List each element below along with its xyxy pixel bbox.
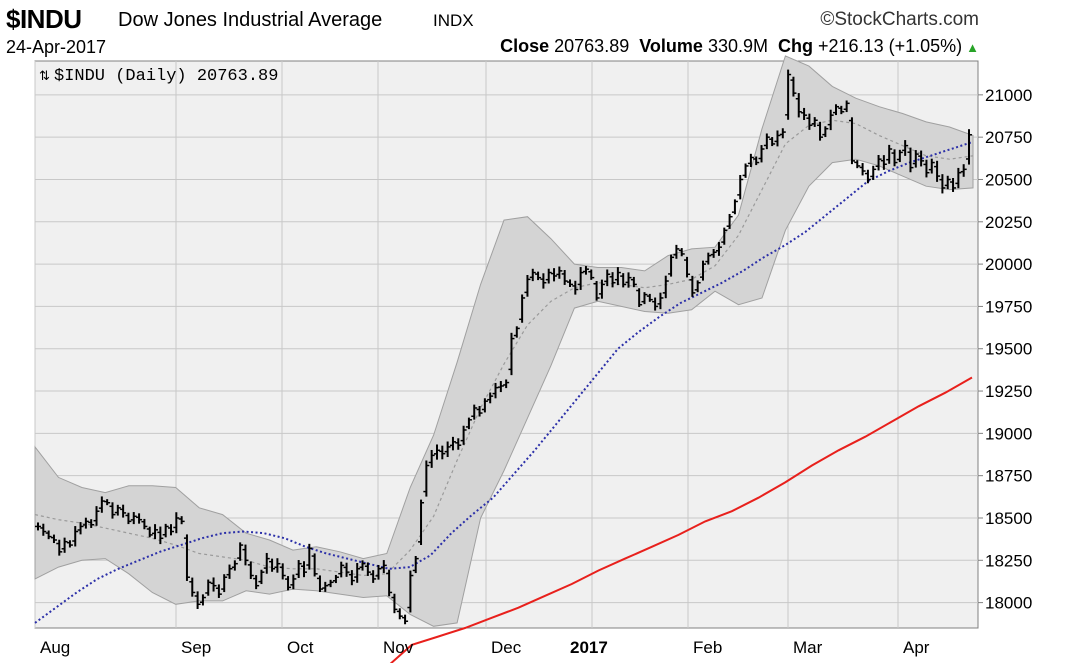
price-bars — [35, 69, 972, 625]
quote-date: 24-Apr-2017 — [6, 37, 107, 57]
exchange-label: INDX — [433, 11, 474, 30]
y-tick-label: 18750 — [985, 467, 1032, 486]
y-tick-label: 19000 — [985, 424, 1032, 443]
legend-arrows-icon: ⇅ — [39, 68, 50, 83]
volume-value: 330.9M — [707, 36, 768, 56]
y-tick-label: 18250 — [985, 551, 1032, 570]
x-tick-label: 2017 — [570, 638, 608, 657]
y-tick-label: 20750 — [985, 128, 1032, 147]
y-tick-label: 18000 — [985, 594, 1032, 613]
x-tick-label: Oct — [287, 638, 314, 657]
y-tick-label: 20000 — [985, 255, 1032, 274]
y-tick-label: 19750 — [985, 297, 1032, 316]
x-tick-label: Dec — [491, 638, 522, 657]
bollinger-middle-line — [34, 119, 974, 577]
legend-text: $INDU (Daily) 20763.89 — [54, 67, 278, 86]
index-name: Dow Jones Industrial Average — [118, 9, 383, 31]
y-tick-label: 20250 — [985, 213, 1032, 232]
up-triangle-icon: ▲ — [966, 40, 979, 55]
y-tick-label: 18500 — [985, 509, 1032, 528]
ma-50-line — [34, 141, 973, 624]
chart-legend: ⇅ $INDU (Daily) 20763.89 — [39, 67, 278, 86]
x-tick-label: Feb — [693, 638, 722, 657]
bollinger-bands — [34, 55, 974, 627]
x-tick-label: Mar — [793, 638, 823, 657]
change-label: Chg — [778, 36, 813, 56]
moving-averages — [34, 141, 973, 663]
bollinger-band-area — [34, 55, 974, 627]
quote-stats: Close 20763.89 Volume 330.9M Chg +216.13… — [500, 36, 979, 57]
y-tick-label: 20500 — [985, 170, 1032, 189]
source-credit: ©StockCharts.com — [820, 9, 979, 30]
x-tick-label: Apr — [903, 638, 930, 657]
symbol-title: $INDU — [6, 4, 82, 34]
y-tick-label: 21000 — [985, 86, 1032, 105]
y-tick-label: 19500 — [985, 340, 1032, 359]
volume-label: Volume — [639, 36, 703, 56]
ma-200-line — [389, 376, 973, 663]
close-value: 20763.89 — [554, 36, 630, 56]
axis-labels: 18000 18250 18500 18750 19000 19250 19500 19750… — [40, 86, 1032, 657]
x-tick-label: Aug — [40, 638, 70, 657]
x-tick-label: Sep — [181, 638, 211, 657]
x-tick-label: Nov — [383, 638, 414, 657]
change-value: +216.13 (+1.05%) — [818, 36, 963, 56]
close-label: Close — [500, 36, 550, 56]
y-tick-label: 19250 — [985, 382, 1032, 401]
